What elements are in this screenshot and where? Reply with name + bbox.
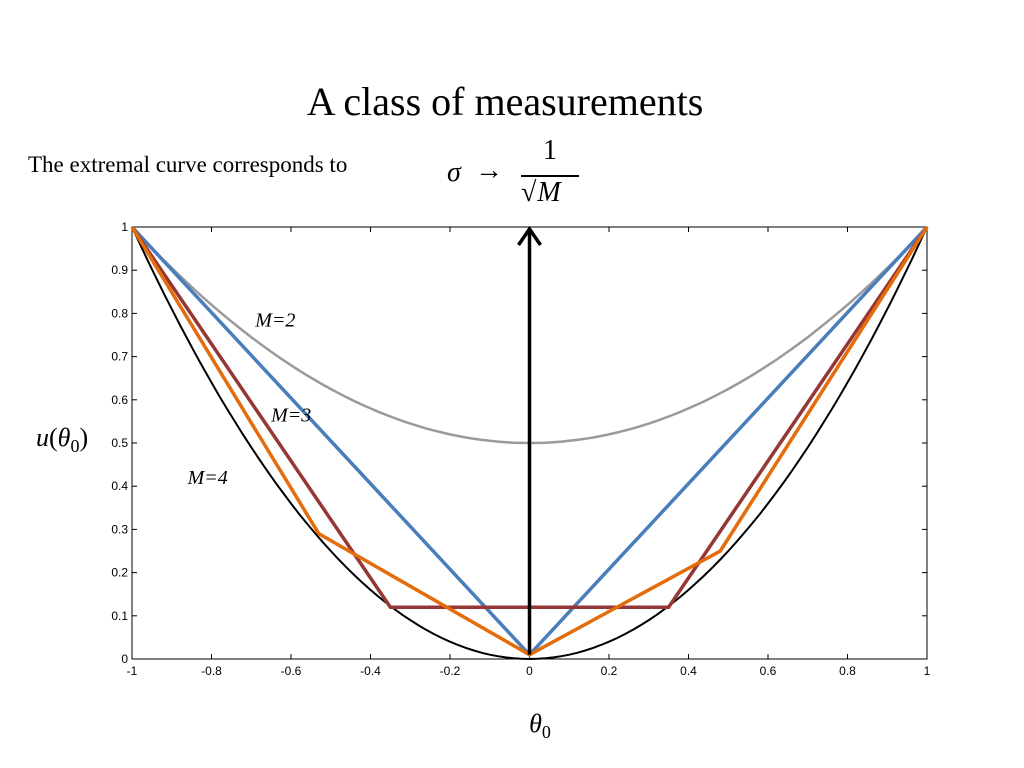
x-tick-label: 0.4 bbox=[680, 664, 697, 678]
y-tick-label: 0.5 bbox=[111, 436, 128, 450]
y-tick-label: 0.4 bbox=[111, 479, 128, 493]
formula-denominator-var: M bbox=[536, 175, 561, 208]
x-tick-label: 1 bbox=[924, 664, 931, 678]
sigma-formula: σ → 1 √M bbox=[447, 135, 587, 215]
series-line-2 bbox=[131, 226, 928, 661]
formula-arrow: → bbox=[475, 155, 503, 186]
y-tick-label: 0.2 bbox=[111, 566, 128, 580]
series-annotation: M=3 bbox=[270, 404, 311, 426]
x-tick-label: -1 bbox=[127, 664, 138, 678]
x-tick-label: -0.8 bbox=[201, 664, 222, 678]
formula-fraction-bar bbox=[521, 175, 579, 177]
arrow-layer bbox=[517, 225, 542, 655]
x-tick-label: -0.4 bbox=[360, 664, 381, 678]
y-tick-label: 0 bbox=[121, 652, 128, 666]
x-tick-label: -0.2 bbox=[440, 664, 461, 678]
x-tick-label: -0.6 bbox=[281, 664, 302, 678]
y-ticks: 0 0.1 0.2 0.3 0.4 0.5 0.6 0.7 0.8 0.9 1 bbox=[111, 220, 927, 666]
y-tick-label: 1 bbox=[121, 220, 128, 234]
arrow-head bbox=[517, 225, 542, 246]
formula-sigma: σ bbox=[447, 157, 461, 188]
y-tick-label: 0.3 bbox=[111, 522, 128, 536]
formula-numerator: 1 bbox=[543, 135, 557, 166]
x-axis-title: θ0 bbox=[529, 709, 551, 742]
series-annotation: M=2 bbox=[254, 309, 295, 331]
y-tick-label: 0.7 bbox=[111, 350, 128, 364]
x-tick-label: 0.6 bbox=[760, 664, 777, 678]
y-tick-label: 0.6 bbox=[111, 393, 128, 407]
x-tick-label: 0 bbox=[526, 664, 533, 678]
subtitle-text: The extremal curve corresponds to bbox=[28, 152, 348, 177]
y-tick-label: 0.8 bbox=[111, 306, 128, 320]
series-line-5 bbox=[130, 226, 929, 657]
y-tick-label: 0.9 bbox=[111, 263, 128, 277]
slide-title: A class of measurements bbox=[306, 79, 704, 124]
series-annotation: M=4 bbox=[187, 467, 228, 489]
x-tick-label: 0.8 bbox=[839, 664, 856, 678]
annotation-layer: M=2 M=3 M=4 bbox=[187, 309, 312, 489]
y-axis-title: u(θ0) bbox=[36, 423, 88, 456]
x-ticks: -1 -0.8 -0.6 -0.4 -0.2 0 0.2 0.4 0.6 0.8 1 bbox=[127, 227, 931, 678]
formula-denominator: √M bbox=[521, 175, 561, 208]
x-tick-label: 0.2 bbox=[601, 664, 618, 678]
y-tick-label: 0.1 bbox=[111, 609, 128, 623]
